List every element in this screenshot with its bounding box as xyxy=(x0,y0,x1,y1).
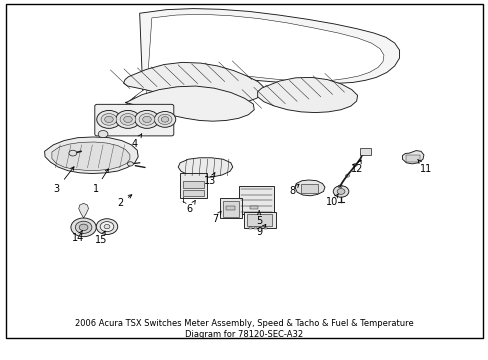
Bar xyxy=(406,155,419,162)
Polygon shape xyxy=(402,150,423,164)
Circle shape xyxy=(135,111,159,129)
Text: 2: 2 xyxy=(117,195,132,208)
FancyBboxPatch shape xyxy=(95,104,173,136)
Bar xyxy=(254,227,257,229)
Text: 9: 9 xyxy=(256,224,265,237)
Circle shape xyxy=(336,189,344,194)
Bar xyxy=(225,206,234,211)
FancyBboxPatch shape xyxy=(238,186,273,215)
Text: 12: 12 xyxy=(350,160,362,174)
Circle shape xyxy=(100,222,114,231)
Bar xyxy=(264,227,266,229)
Text: 14: 14 xyxy=(71,230,83,243)
Bar xyxy=(250,206,257,210)
Text: 6: 6 xyxy=(186,201,195,214)
Text: 1: 1 xyxy=(93,169,108,194)
Circle shape xyxy=(332,186,348,197)
Circle shape xyxy=(123,116,132,122)
Polygon shape xyxy=(127,14,383,125)
Circle shape xyxy=(139,113,155,125)
Circle shape xyxy=(104,225,110,229)
Text: 13: 13 xyxy=(204,173,216,186)
Bar xyxy=(182,190,203,196)
Polygon shape xyxy=(295,180,325,196)
FancyBboxPatch shape xyxy=(359,148,370,154)
Polygon shape xyxy=(52,142,130,170)
Text: 7: 7 xyxy=(212,211,221,224)
Circle shape xyxy=(154,112,175,127)
Circle shape xyxy=(127,162,133,166)
Circle shape xyxy=(104,116,113,122)
Circle shape xyxy=(101,113,117,125)
Text: 3: 3 xyxy=(54,167,74,194)
Bar xyxy=(246,215,272,226)
Polygon shape xyxy=(178,158,232,177)
Polygon shape xyxy=(125,86,254,121)
Text: 5: 5 xyxy=(256,211,262,226)
Circle shape xyxy=(158,114,172,125)
Bar xyxy=(300,184,317,193)
FancyBboxPatch shape xyxy=(180,173,207,198)
Circle shape xyxy=(75,221,92,233)
Circle shape xyxy=(79,224,88,230)
Circle shape xyxy=(98,131,108,138)
Polygon shape xyxy=(122,9,399,134)
Bar xyxy=(259,227,262,229)
Circle shape xyxy=(120,113,136,125)
Text: 15: 15 xyxy=(94,231,106,245)
FancyBboxPatch shape xyxy=(244,212,275,228)
Polygon shape xyxy=(123,62,264,105)
Circle shape xyxy=(161,117,168,122)
Circle shape xyxy=(96,219,118,234)
Polygon shape xyxy=(257,77,357,113)
Circle shape xyxy=(71,218,96,237)
Text: 11: 11 xyxy=(417,159,431,174)
FancyBboxPatch shape xyxy=(220,198,241,219)
Text: 10: 10 xyxy=(325,194,338,207)
Bar xyxy=(222,201,238,217)
Circle shape xyxy=(116,111,140,129)
Bar xyxy=(182,181,203,188)
Circle shape xyxy=(142,116,151,122)
Circle shape xyxy=(69,150,77,156)
Polygon shape xyxy=(44,137,138,174)
Text: 2006 Acura TSX Switches Meter Assembly, Speed & Tacho & Fuel & Temperature
Diagr: 2006 Acura TSX Switches Meter Assembly, … xyxy=(75,319,413,338)
Polygon shape xyxy=(79,203,88,218)
Text: 8: 8 xyxy=(288,184,298,196)
Text: 4: 4 xyxy=(131,134,142,149)
Bar xyxy=(249,227,252,229)
Circle shape xyxy=(97,111,121,129)
